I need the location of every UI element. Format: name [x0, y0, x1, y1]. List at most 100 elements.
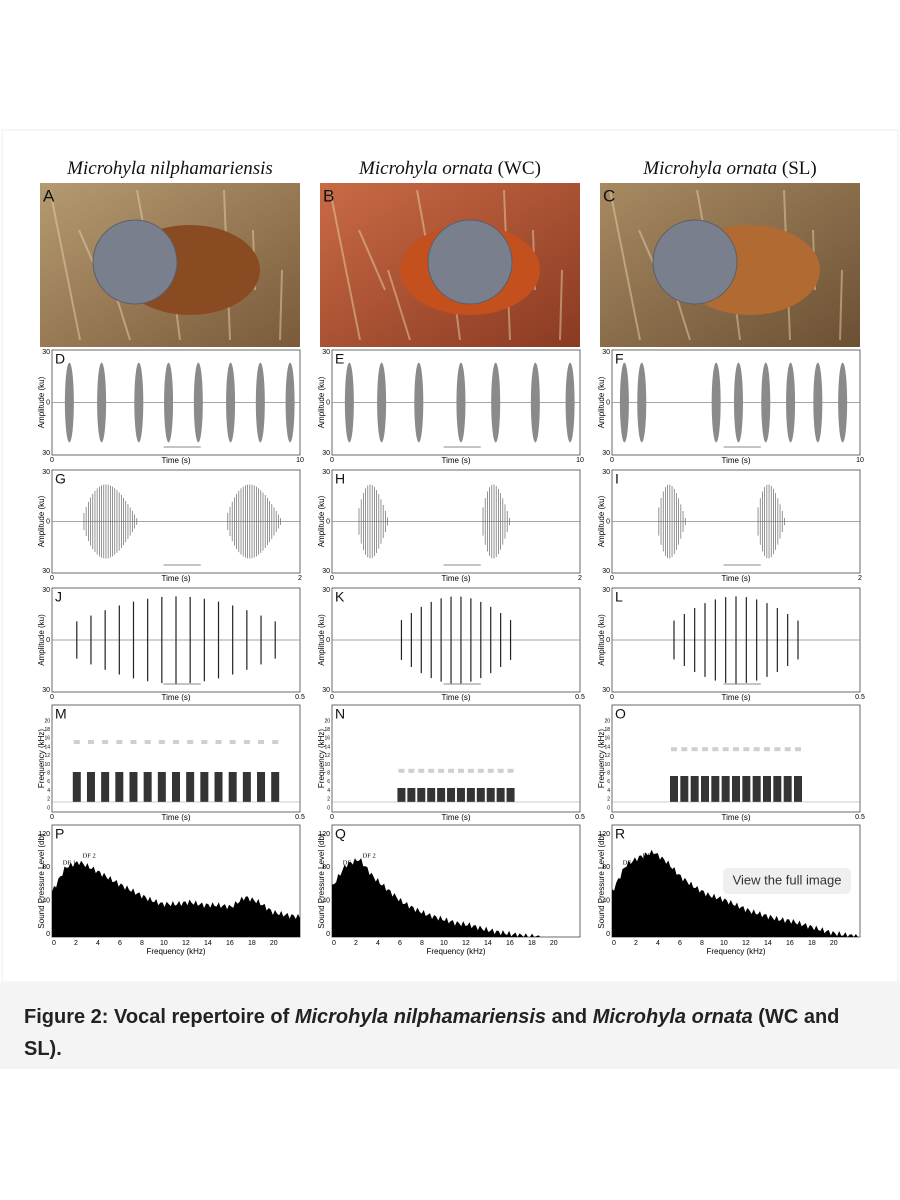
spectrogram-block — [407, 788, 416, 802]
y-tick-label: 6 — [47, 779, 50, 785]
y-tick-label: 12 — [44, 753, 50, 759]
y-tick-label: 30 — [602, 349, 610, 356]
y-axis-label: Amplitude (ku) — [37, 495, 46, 547]
y-tick-label: 120 — [598, 831, 610, 838]
x-tick-label: 0 — [330, 457, 334, 464]
x-tick-label: 10 — [160, 940, 168, 947]
spectrum — [332, 858, 580, 937]
y-tick-label: 0 — [606, 637, 610, 644]
pulse — [838, 362, 848, 443]
x-tick-label: 2 — [634, 940, 638, 947]
spectrogram-block — [427, 788, 436, 802]
x-tick-label: 0 — [50, 814, 54, 821]
spectrogram-harmonic — [448, 768, 455, 773]
x-axis-label: Frequency (kHz) — [426, 947, 485, 956]
y-tick-label: 0 — [607, 805, 610, 811]
spectrogram-block — [242, 772, 251, 802]
y-tick-label: 30 — [322, 349, 330, 356]
spectrogram-harmonic — [507, 768, 514, 773]
y-tick-label: 30 — [602, 450, 610, 457]
y-tick-label: 30 — [322, 587, 330, 594]
y-tick-label: 30 — [42, 687, 50, 694]
y-axis-label: Sound Pressure Level (db) — [37, 833, 46, 929]
panel-letter: A — [43, 186, 55, 205]
photo-twig — [609, 189, 641, 341]
y-tick-label: 30 — [42, 349, 50, 356]
x-tick-label: 10 — [296, 457, 304, 464]
x-tick-label: 20 — [270, 940, 278, 947]
pulse — [761, 362, 771, 443]
spectrogram-block — [742, 776, 751, 802]
x-tick-label: 8 — [700, 940, 704, 947]
spectrogram-block — [773, 776, 782, 802]
spectrogram-harmonic — [691, 747, 698, 752]
y-tick-label: 0 — [47, 805, 50, 811]
spectrogram-block — [456, 788, 465, 802]
y-tick-label: 30 — [602, 687, 610, 694]
spectrogram-harmonic — [102, 740, 109, 744]
y-tick-label: 30 — [42, 469, 50, 476]
spectrogram-harmonic — [712, 747, 719, 752]
x-tick-label: 2 — [354, 940, 358, 947]
x-tick-label: 4 — [656, 940, 660, 947]
spectrogram-harmonic — [116, 740, 123, 744]
peak-label: DF 1 — [63, 859, 76, 866]
x-tick-label: 14 — [764, 940, 772, 947]
spectrogram-harmonic — [408, 768, 415, 773]
y-tick-label: 30 — [322, 687, 330, 694]
spectrogram-block — [257, 772, 266, 802]
x-axis-label: Time (s) — [441, 693, 470, 702]
spectrogram-block — [172, 772, 180, 802]
spectrogram-block — [680, 776, 689, 802]
y-axis-label: Amplitude (ku) — [317, 614, 326, 666]
y-tick-label: 30 — [42, 450, 50, 457]
x-tick-label: 0 — [332, 940, 336, 947]
spectrogram-harmonic — [258, 740, 265, 744]
panel-letter: P — [55, 826, 64, 842]
spectrogram-harmonic — [743, 747, 750, 752]
y-axis-label: Sound Pressure Level (db) — [317, 833, 326, 929]
pulse — [285, 362, 295, 443]
y-tick-label: 0 — [606, 399, 610, 406]
plot-frame — [331, 704, 581, 813]
spectrogram-block — [214, 772, 223, 802]
y-tick-label: 8 — [47, 771, 50, 777]
y-tick-label: 0 — [326, 637, 330, 644]
pulse — [134, 362, 144, 443]
view-button[interactable] — [723, 868, 851, 894]
view-button-label[interactable]: View the full image — [733, 872, 842, 887]
x-tick-label: 16 — [226, 940, 234, 947]
spectrogram-harmonic — [243, 740, 250, 744]
caption-text: (WC and SL). — [24, 1006, 845, 1060]
y-axis-label: Amplitude (ku) — [37, 614, 46, 666]
y-tick-label: 120 — [38, 831, 50, 838]
y-tick-label: 0 — [606, 931, 610, 938]
y-tick-label: 0 — [46, 399, 50, 406]
caption-italic: Microhyla nilphamariensis — [294, 1006, 547, 1028]
x-tick-label: 12 — [742, 940, 750, 947]
y-tick-label: 18 — [604, 727, 610, 733]
y-axis-label: Amplitude (ku) — [597, 614, 606, 666]
spectrogram-harmonic — [144, 740, 151, 744]
x-tick-label: 20 — [550, 940, 558, 947]
y-tick-label: 40 — [602, 898, 610, 905]
y-tick-label: 0 — [326, 518, 330, 525]
pulse — [64, 362, 74, 443]
x-axis-label: Time (s) — [721, 574, 750, 583]
x-tick-label: 2 — [858, 575, 862, 582]
species-name: Microhyla ornata — [358, 158, 493, 179]
y-tick-label: 0 — [46, 637, 50, 644]
spectrogram-harmonic — [158, 740, 165, 744]
y-tick-label: 30 — [322, 568, 330, 575]
spectrogram-block — [157, 772, 166, 802]
x-tick-label: 0 — [50, 694, 54, 701]
x-tick-label: 0.5 — [855, 694, 865, 701]
spectrogram-harmonic — [477, 768, 484, 773]
x-tick-label: 6 — [678, 940, 682, 947]
spectrogram-block — [476, 788, 485, 802]
spectrogram-harmonic — [418, 768, 425, 773]
spectrogram-harmonic — [438, 768, 445, 773]
pulse — [344, 362, 354, 443]
peak-label: DF 2 — [83, 852, 96, 859]
y-tick-label: 0 — [327, 805, 330, 811]
